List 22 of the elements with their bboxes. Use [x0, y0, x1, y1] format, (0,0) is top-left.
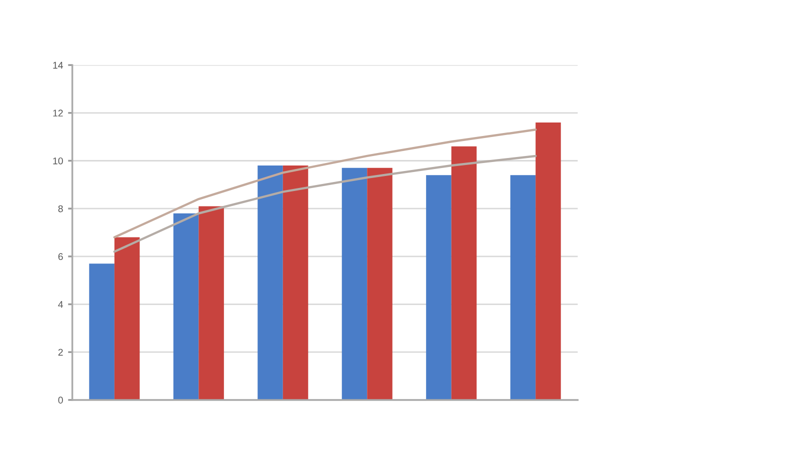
bar: [114, 237, 140, 400]
y-tick-label: 14: [53, 62, 63, 69]
y-tick-label: 6: [58, 253, 63, 260]
y-tick-label: 0: [58, 396, 63, 404]
y-tick-label: 10: [53, 157, 63, 164]
y-tick-label: 2: [58, 348, 63, 356]
y-tick-label: 4: [58, 301, 63, 308]
y-tick-label: 8: [58, 205, 63, 212]
bar: [342, 168, 368, 400]
bar: [198, 206, 224, 400]
bar: [258, 166, 283, 400]
bar: [89, 264, 114, 400]
bar: [510, 175, 536, 400]
line-series: [113, 128, 537, 238]
bar: [282, 166, 308, 400]
bar: [426, 175, 452, 400]
bar: [367, 168, 392, 400]
y-tick-label: 12: [53, 110, 63, 116]
bar: [173, 213, 199, 400]
line-series: [113, 154, 537, 253]
bar: [451, 146, 477, 400]
bar: [536, 122, 561, 400]
